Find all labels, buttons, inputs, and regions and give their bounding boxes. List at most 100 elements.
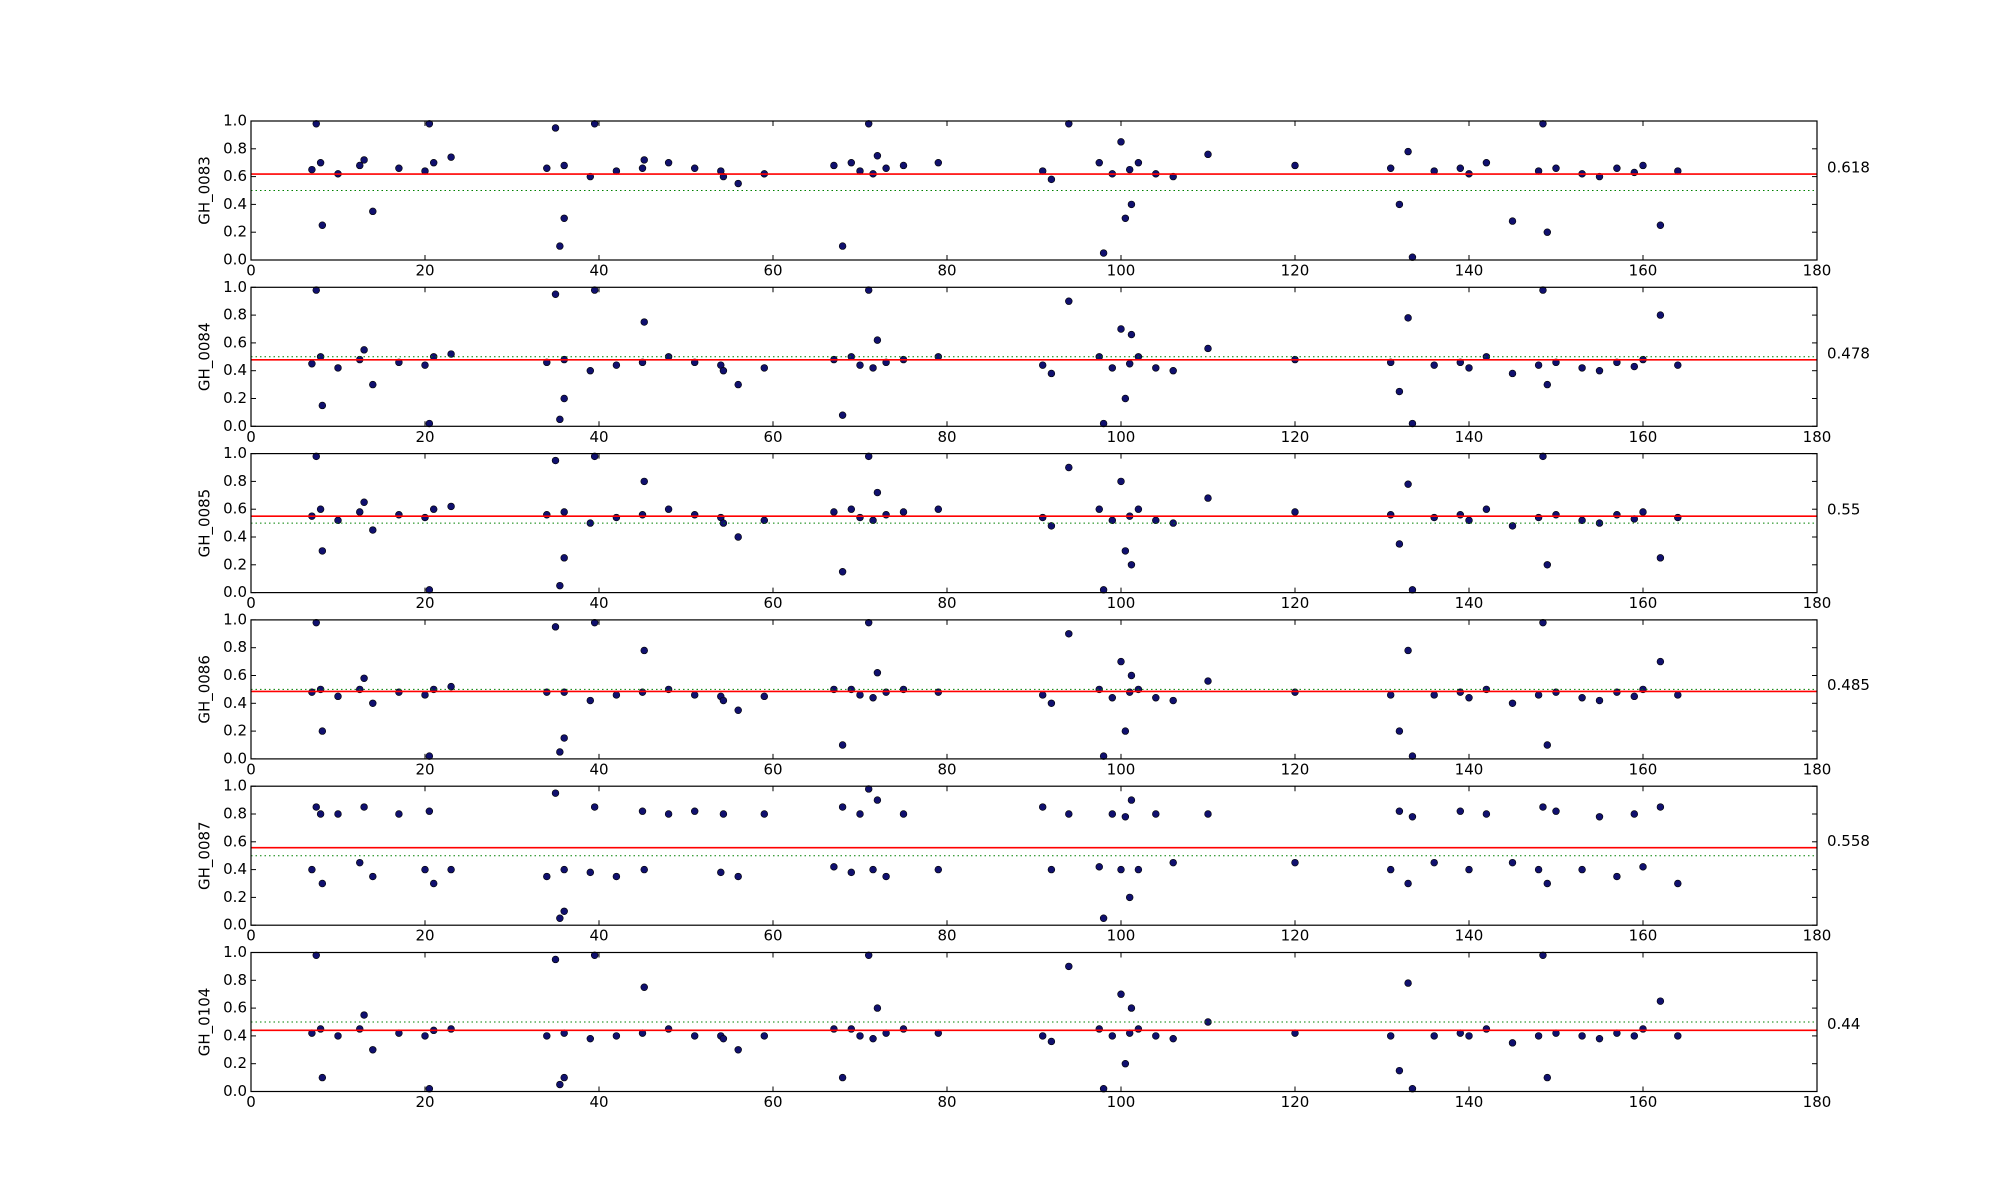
data-point bbox=[1204, 677, 1212, 685]
data-point bbox=[1099, 419, 1108, 428]
mean-label: 0.558 bbox=[1827, 832, 1870, 850]
x-tick-label: 0 bbox=[246, 1093, 256, 1111]
data-point bbox=[1125, 893, 1134, 902]
x-tick-label: 180 bbox=[1803, 262, 1832, 280]
y-tick-label: 0.8 bbox=[223, 472, 247, 490]
data-point bbox=[847, 159, 855, 167]
x-tick-label: 20 bbox=[415, 428, 434, 446]
data-point bbox=[1595, 172, 1604, 181]
data-point bbox=[869, 1034, 877, 1043]
data-point bbox=[312, 286, 320, 294]
data-point bbox=[369, 207, 377, 216]
data-point bbox=[1095, 863, 1103, 871]
data-point bbox=[664, 505, 673, 513]
data-point bbox=[560, 214, 568, 223]
y-tick-label: 1.0 bbox=[223, 112, 247, 130]
data-point bbox=[873, 336, 882, 344]
data-point bbox=[543, 1032, 551, 1040]
data-point bbox=[1169, 172, 1177, 181]
data-point bbox=[334, 692, 342, 701]
data-point bbox=[1508, 522, 1517, 530]
data-point bbox=[1656, 221, 1665, 229]
data-point bbox=[1656, 997, 1665, 1005]
data-point bbox=[1204, 810, 1212, 818]
data-point bbox=[1117, 477, 1125, 486]
data-point bbox=[1430, 858, 1438, 867]
plot-frame bbox=[250, 951, 1818, 1093]
data-point bbox=[1482, 1025, 1491, 1033]
data-point bbox=[1456, 511, 1465, 519]
data-point bbox=[369, 380, 377, 389]
data-point bbox=[1465, 865, 1473, 874]
data-point bbox=[1430, 513, 1438, 522]
data-point bbox=[425, 1085, 434, 1093]
data-point bbox=[869, 865, 877, 874]
data-point bbox=[1674, 1032, 1682, 1040]
data-point bbox=[447, 1025, 455, 1033]
data-point bbox=[586, 1034, 594, 1043]
plot-frame bbox=[250, 286, 1818, 427]
data-point bbox=[1169, 858, 1177, 867]
data-point bbox=[1291, 858, 1299, 867]
data-point bbox=[1038, 1032, 1047, 1040]
data-point bbox=[864, 951, 873, 959]
data-point bbox=[360, 1011, 368, 1019]
y-tick-label: 1.0 bbox=[223, 777, 247, 795]
data-point bbox=[1613, 358, 1621, 367]
data-point bbox=[640, 983, 648, 991]
y-tick-label: 0.4 bbox=[223, 860, 247, 878]
data-point bbox=[1108, 364, 1117, 372]
data-point bbox=[560, 907, 568, 915]
data-point bbox=[1508, 1039, 1517, 1047]
data-point bbox=[1656, 554, 1665, 562]
x-tick-label: 80 bbox=[937, 428, 956, 446]
data-point bbox=[360, 674, 368, 682]
y-axis-label: GH_0085 bbox=[196, 489, 215, 558]
data-point bbox=[864, 452, 873, 461]
data-point bbox=[1552, 164, 1560, 172]
data-point bbox=[334, 1032, 342, 1040]
data-point bbox=[334, 364, 342, 372]
data-point bbox=[734, 179, 742, 188]
data-point bbox=[1038, 691, 1047, 699]
data-point bbox=[1595, 367, 1604, 375]
data-point bbox=[717, 868, 725, 877]
data-point bbox=[590, 951, 599, 959]
x-tick-label: 40 bbox=[589, 1093, 608, 1111]
data-point bbox=[1552, 358, 1560, 367]
data-point bbox=[1595, 696, 1604, 705]
data-point bbox=[1595, 813, 1604, 821]
data-point bbox=[1121, 1059, 1130, 1068]
y-tick-label: 0.0 bbox=[223, 583, 247, 601]
data-point bbox=[640, 477, 648, 486]
data-point bbox=[640, 318, 648, 326]
data-point bbox=[1430, 691, 1438, 699]
data-point bbox=[318, 221, 327, 229]
data-point bbox=[1508, 369, 1517, 378]
data-point bbox=[1125, 360, 1134, 368]
data-point bbox=[899, 810, 908, 818]
data-point bbox=[1543, 561, 1552, 569]
data-point bbox=[873, 1004, 882, 1012]
data-point bbox=[1152, 1032, 1160, 1040]
y-tick-label: 0.8 bbox=[223, 638, 247, 656]
data-point bbox=[690, 1032, 699, 1040]
data-point bbox=[556, 748, 564, 756]
data-point bbox=[1482, 159, 1491, 167]
x-tick-label: 180 bbox=[1803, 927, 1832, 945]
data-point bbox=[425, 586, 434, 594]
data-point bbox=[1065, 463, 1073, 472]
data-point bbox=[551, 955, 560, 964]
data-point bbox=[369, 872, 377, 881]
data-point bbox=[395, 810, 403, 818]
data-point bbox=[1552, 807, 1560, 815]
data-point bbox=[447, 682, 455, 691]
data-point bbox=[1674, 691, 1682, 699]
data-point bbox=[586, 367, 594, 375]
y-tick-label: 0.6 bbox=[223, 500, 247, 518]
data-point bbox=[719, 810, 728, 818]
data-point bbox=[1386, 691, 1395, 699]
data-point bbox=[560, 161, 568, 170]
mean-label: 0.478 bbox=[1827, 344, 1870, 362]
data-point bbox=[1534, 865, 1543, 874]
